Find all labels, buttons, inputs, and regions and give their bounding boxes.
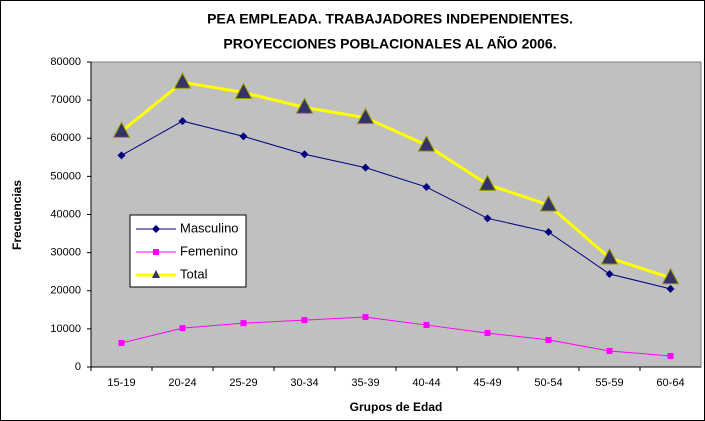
data-point <box>112 121 131 138</box>
data-point <box>234 82 253 99</box>
data-point <box>179 325 186 332</box>
legend-label: Femenino <box>180 243 238 258</box>
y-tick-label: 40000 <box>50 208 81 220</box>
series-line <box>121 316 671 357</box>
data-point <box>301 317 308 324</box>
data-point <box>422 183 431 192</box>
x-axis-label: Grupos de Edad <box>350 400 443 414</box>
data-point <box>118 339 125 346</box>
x-tick-label: 30-34 <box>290 377 318 389</box>
x-tick-label: 50-54 <box>534 377 562 389</box>
data-point <box>173 72 192 89</box>
x-tick-label: 55-59 <box>595 377 623 389</box>
data-point <box>361 163 370 172</box>
y-tick-label: 60000 <box>50 132 81 144</box>
data-point <box>362 314 369 321</box>
data-point <box>667 352 674 359</box>
data-point <box>545 336 552 343</box>
data-point <box>539 194 558 212</box>
y-tick-label: 70000 <box>50 94 81 106</box>
data-point <box>417 135 436 152</box>
data-point <box>117 151 126 160</box>
y-tick-label: 30000 <box>50 247 81 259</box>
series-line <box>121 120 671 290</box>
legend-marker <box>152 270 160 278</box>
data-point <box>478 174 497 191</box>
data-point <box>239 132 248 141</box>
legend-label: Total <box>180 266 208 281</box>
data-point <box>661 267 680 285</box>
x-tick-label: 40-44 <box>412 377 440 389</box>
data-point <box>605 269 614 278</box>
y-axis-label: Frecuencias <box>10 180 24 250</box>
x-tick-label: 45-49 <box>473 377 501 389</box>
x-tick-label: 15-19 <box>107 377 135 389</box>
data-point <box>483 214 492 223</box>
data-point <box>300 150 309 159</box>
series-line <box>120 80 671 280</box>
y-tick-label: 0 <box>75 361 81 373</box>
x-tick-label: 60-64 <box>656 377 684 389</box>
y-tick-label: 80000 <box>50 56 81 68</box>
x-tick-label: 35-39 <box>351 377 379 389</box>
legend-marker <box>152 225 160 233</box>
data-point <box>484 330 491 337</box>
legend-label: Masculino <box>180 220 239 235</box>
x-tick-label: 25-29 <box>229 377 257 389</box>
data-point <box>423 322 430 329</box>
data-point <box>295 97 314 114</box>
data-point <box>356 107 375 125</box>
data-point <box>178 117 187 126</box>
data-point <box>606 347 613 354</box>
chart-subtitle: PROYECCIONES POBLACIONALES AL AÑO 2006. <box>223 35 556 52</box>
y-tick-label: 10000 <box>50 323 81 335</box>
data-point <box>666 284 675 293</box>
data-point <box>240 320 247 327</box>
legend-marker <box>153 249 159 255</box>
chart-title: PEA EMPLEADA. TRABAJADORES INDEPENDIENTE… <box>207 11 573 27</box>
data-point <box>600 247 619 265</box>
y-tick-label: 20000 <box>50 285 81 297</box>
x-tick-label: 20-24 <box>168 377 196 389</box>
data-point <box>544 228 553 237</box>
y-tick-label: 50000 <box>50 170 81 182</box>
